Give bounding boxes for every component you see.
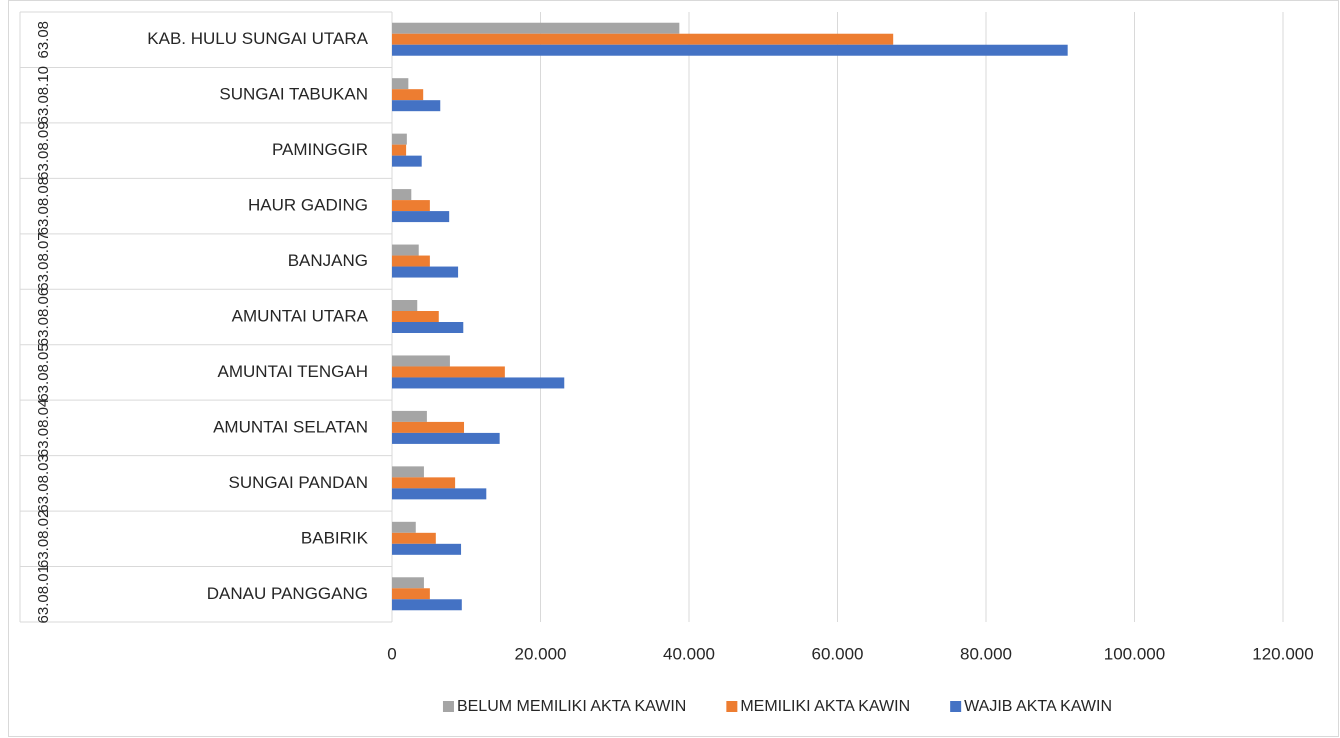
group-label: 63.08.03 [35, 454, 52, 512]
bar [392, 577, 424, 589]
x-tick-label: 120.000 [1252, 644, 1313, 663]
bar [392, 355, 450, 367]
category-label: KAB. HULU SUNGAI UTARA [147, 29, 368, 48]
legend-swatch [950, 701, 962, 712]
bar [392, 311, 439, 322]
x-tick-label: 60.000 [812, 644, 864, 663]
category-label: SUNGAI PANDAN [229, 473, 369, 492]
category-label: BANJANG [288, 251, 368, 270]
bar [392, 22, 680, 34]
bar [392, 44, 1068, 56]
bar [392, 89, 424, 101]
bar [392, 322, 464, 333]
bar [392, 543, 462, 555]
bar [392, 144, 407, 156]
group-label: 63.08.05 [35, 343, 52, 401]
category-label: SUNGAI TABUKAN [219, 85, 368, 104]
x-tick-label: 40.000 [663, 644, 715, 663]
bar [392, 211, 450, 223]
bar [392, 133, 407, 145]
group-label: 63.08 [35, 21, 52, 59]
bar [392, 532, 436, 544]
bar [392, 189, 412, 201]
bar [392, 421, 465, 433]
bar [392, 588, 430, 600]
bar [392, 366, 505, 378]
legend-swatch [726, 701, 738, 712]
bar [392, 200, 430, 212]
category-label: AMUNTAI SELATAN [213, 417, 368, 436]
category-label: AMUNTAI UTARA [232, 306, 369, 325]
category-label: HAUR GADING [248, 196, 368, 215]
x-tick-label: 100.000 [1104, 644, 1165, 663]
category-label: DANAU PANGGANG [207, 584, 368, 603]
group-label: 63.08.01 [35, 565, 52, 623]
bar [392, 466, 424, 478]
category-label: AMUNTAI TENGAH [218, 362, 369, 381]
bar [392, 488, 487, 500]
legend-label: BELUM MEMILIKI AKTA KAWIN [457, 698, 686, 715]
category-label: PAMINGGIR [272, 140, 368, 159]
bar [392, 33, 894, 45]
bar [392, 255, 430, 267]
bar [392, 432, 500, 444]
bar [392, 477, 456, 489]
legend-label: MEMILIKI AKTA KAWIN [740, 698, 910, 715]
bar [392, 78, 409, 90]
group-label: 63.08.07 [35, 232, 52, 290]
x-tick-label: 0 [387, 644, 396, 663]
legend-label: WAJIB AKTA KAWIN [964, 698, 1112, 715]
group-label: 63.08.06 [35, 288, 52, 346]
bar [392, 266, 459, 278]
bar [392, 155, 422, 167]
bar [392, 300, 418, 311]
bar [392, 244, 419, 256]
group-label: 63.08.09 [35, 121, 52, 179]
group-label: 63.08.02 [35, 510, 52, 568]
x-tick-label: 20.000 [515, 644, 567, 663]
bar [392, 100, 441, 112]
group-label: 63.08.08 [35, 177, 52, 235]
group-label: 63.08.10 [35, 66, 52, 124]
chart-frame [8, 0, 1339, 737]
bar [392, 410, 427, 422]
legend-swatch [442, 701, 454, 712]
bar [392, 377, 565, 389]
bar [392, 521, 416, 533]
category-label: BABIRIK [301, 528, 369, 547]
x-tick-label: 80.000 [960, 644, 1012, 663]
bar [392, 599, 462, 611]
group-label: 63.08.04 [35, 399, 52, 457]
